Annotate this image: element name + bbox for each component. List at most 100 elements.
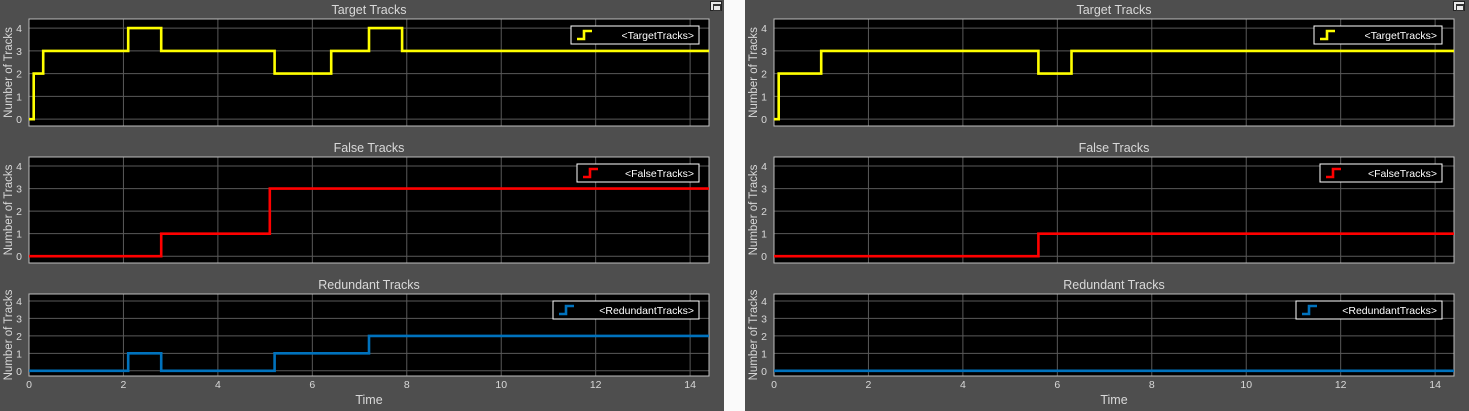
- y-axis-label: Number of Tracks: [748, 289, 760, 380]
- x-tick-label: 0: [771, 379, 777, 391]
- y-tick-label: 2: [16, 331, 22, 343]
- series-line-redundant: [29, 334, 709, 373]
- legend-label: <FalseTracks>: [1368, 168, 1437, 180]
- y-tick-label: 3: [761, 184, 767, 196]
- x-tick-label: 2: [866, 379, 872, 391]
- x-tick-label: 14: [684, 379, 696, 391]
- legend-target: <TargetTracks>: [570, 25, 700, 45]
- undock-icon[interactable]: [1453, 1, 1465, 11]
- y-tick-label: 1: [761, 229, 767, 241]
- legend-box: [570, 25, 700, 45]
- legend-box: [552, 300, 700, 320]
- x-tick-label: 8: [1149, 379, 1155, 391]
- legend-box: [576, 163, 700, 183]
- plot-title: Target Tracks: [1076, 3, 1151, 17]
- y-tick-label: 3: [16, 313, 22, 325]
- y-tick-label: 2: [16, 69, 22, 81]
- y-tick-label: 1: [761, 91, 767, 103]
- legend-label: <RedundantTracks>: [599, 305, 694, 317]
- plot-title: False Tracks: [1079, 141, 1150, 155]
- axes-frame: [773, 18, 1455, 127]
- x-tick-label: 14: [1429, 379, 1441, 391]
- x-tick-label: 0: [26, 379, 32, 391]
- plot-title: False Tracks: [334, 141, 405, 155]
- legend-swatch-icon: [559, 304, 574, 316]
- y-tick-label: 0: [761, 114, 767, 126]
- y-tick-label: 0: [761, 366, 767, 378]
- x-tick-label: 10: [1240, 379, 1252, 391]
- y-tick-label: 3: [761, 313, 767, 325]
- undock-icon[interactable]: [710, 1, 722, 11]
- legend-swatch-icon: [1320, 29, 1335, 41]
- y-tick-label: 1: [16, 348, 22, 360]
- legend-false: <FalseTracks>: [576, 163, 700, 183]
- legend-box: [1295, 300, 1443, 320]
- y-tick-label: 4: [16, 296, 22, 308]
- legend-label: <RedundantTracks>: [1342, 305, 1437, 317]
- axes-frame: [28, 18, 710, 127]
- series-line-target: [774, 49, 1454, 121]
- x-tick-label: 12: [590, 379, 602, 391]
- legend-target: <TargetTracks>: [1313, 25, 1443, 45]
- legend-redundant: <RedundantTracks>: [552, 300, 700, 320]
- legend-box: [1313, 25, 1443, 45]
- y-tick-label: 1: [16, 229, 22, 241]
- axes-frame: [773, 156, 1455, 264]
- legend-label: <TargetTracks>: [621, 30, 694, 42]
- legend-false: <FalseTracks>: [1319, 163, 1443, 183]
- x-tick-label: 6: [309, 379, 315, 391]
- y-axis-label: Number of Tracks: [748, 164, 760, 255]
- series-line-false: [774, 232, 1454, 258]
- legend-swatch-icon: [583, 167, 598, 179]
- y-tick-label: 1: [761, 348, 767, 360]
- x-tick-label: 12: [1335, 379, 1347, 391]
- series-line-target: [29, 26, 709, 121]
- axes-frame: [28, 156, 710, 264]
- x-tick-label: 4: [960, 379, 966, 391]
- legend-box: [1319, 163, 1443, 183]
- y-tick-label: 0: [16, 366, 22, 378]
- axes-frame: [773, 293, 1455, 377]
- y-tick-label: 3: [16, 46, 22, 58]
- legend-label: <TargetTracks>: [1364, 30, 1437, 42]
- series-line-false: [29, 187, 709, 258]
- y-axis-label: Number of Tracks: [748, 27, 760, 118]
- y-tick-label: 2: [761, 69, 767, 81]
- legend-swatch-icon: [577, 29, 592, 41]
- y-axis-label: Number of Tracks: [3, 27, 15, 118]
- x-axis-label: Time: [355, 393, 382, 407]
- panel-divider: [724, 0, 745, 411]
- y-tick-label: 3: [16, 184, 22, 196]
- plot-title: Redundant Tracks: [1063, 278, 1164, 292]
- y-axis-label: Number of Tracks: [3, 289, 15, 380]
- legend-redundant: <RedundantTracks>: [1295, 300, 1443, 320]
- x-tick-label: 8: [404, 379, 410, 391]
- x-tick-label: 4: [215, 379, 221, 391]
- y-tick-label: 4: [761, 296, 767, 308]
- y-tick-label: 4: [761, 161, 767, 173]
- plot-title: Redundant Tracks: [318, 278, 419, 292]
- y-tick-label: 2: [761, 206, 767, 218]
- y-tick-label: 0: [761, 251, 767, 263]
- y-tick-label: 2: [761, 331, 767, 343]
- plot-title: Target Tracks: [331, 3, 406, 17]
- legend-swatch-icon: [1326, 167, 1341, 179]
- y-tick-label: 4: [16, 23, 22, 35]
- scope-panel-right: Target Tracks 0 1 2 3 4 Number of Tracks <Targe…: [745, 0, 1469, 411]
- x-tick-label: 2: [121, 379, 127, 391]
- y-tick-label: 0: [16, 251, 22, 263]
- x-tick-label: 10: [495, 379, 507, 391]
- y-tick-label: 4: [16, 161, 22, 173]
- y-tick-label: 4: [761, 23, 767, 35]
- y-tick-label: 2: [16, 206, 22, 218]
- legend-label: <FalseTracks>: [625, 168, 694, 180]
- y-axis-label: Number of Tracks: [3, 164, 15, 255]
- legend-swatch-icon: [1302, 304, 1317, 316]
